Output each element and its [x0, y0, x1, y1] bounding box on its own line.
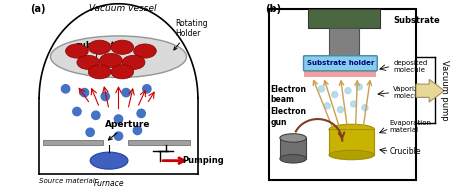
Text: Furnace: Furnace [94, 179, 124, 188]
Text: (b): (b) [265, 4, 281, 14]
Ellipse shape [50, 36, 187, 77]
Ellipse shape [111, 65, 134, 79]
Circle shape [351, 101, 356, 107]
Circle shape [345, 88, 351, 94]
Text: Vacuum vessel: Vacuum vessel [89, 4, 156, 13]
Circle shape [101, 92, 109, 101]
Bar [329, 28, 359, 60]
Ellipse shape [111, 40, 134, 54]
Circle shape [133, 126, 142, 135]
Ellipse shape [90, 152, 128, 169]
Ellipse shape [134, 44, 156, 58]
Circle shape [62, 85, 70, 93]
Text: Vacuum pump: Vacuum pump [440, 60, 449, 121]
Text: (a): (a) [30, 4, 45, 14]
Text: Electron
beam: Electron beam [271, 85, 307, 104]
Circle shape [356, 84, 362, 90]
Ellipse shape [88, 40, 111, 54]
Bar [269, 9, 416, 180]
Circle shape [143, 85, 151, 93]
Circle shape [114, 115, 123, 123]
Circle shape [86, 128, 94, 136]
Ellipse shape [280, 134, 306, 142]
Circle shape [137, 109, 146, 118]
Bar [329, 129, 374, 155]
Circle shape [332, 91, 338, 98]
Polygon shape [416, 79, 444, 102]
Bar [43, 140, 103, 145]
Circle shape [114, 132, 123, 140]
Bar [304, 70, 376, 77]
Ellipse shape [122, 55, 145, 69]
Ellipse shape [100, 53, 122, 68]
Ellipse shape [88, 65, 111, 79]
Ellipse shape [280, 155, 306, 163]
FancyBboxPatch shape [303, 56, 377, 71]
Ellipse shape [65, 44, 88, 58]
Text: Electron
gun: Electron gun [271, 108, 307, 127]
Circle shape [324, 103, 330, 109]
Ellipse shape [329, 150, 374, 160]
Text: Aperture: Aperture [105, 119, 151, 140]
Text: Substrate holder: Substrate holder [307, 60, 374, 66]
Text: Crucible: Crucible [390, 147, 421, 156]
Text: Evaporation
material: Evaporation material [390, 120, 431, 133]
Text: Substrate: Substrate [393, 16, 440, 25]
Circle shape [337, 107, 343, 113]
Circle shape [319, 86, 325, 92]
Bar [128, 140, 191, 145]
Ellipse shape [77, 55, 100, 69]
Text: Source material: Source material [39, 178, 95, 184]
Bar [280, 138, 306, 159]
Text: Vaporized
molecule: Vaporized molecule [393, 86, 428, 99]
Circle shape [73, 107, 81, 116]
Text: Pumping: Pumping [182, 156, 224, 165]
Ellipse shape [329, 124, 374, 135]
Circle shape [80, 88, 89, 97]
Circle shape [122, 88, 130, 97]
Text: substrat: substrat [76, 41, 116, 50]
Circle shape [91, 111, 100, 119]
Circle shape [362, 105, 368, 111]
Text: Rotating
Holder: Rotating Holder [174, 19, 208, 50]
Text: deposited
molecule: deposited molecule [393, 60, 428, 73]
Bar [308, 9, 380, 28]
